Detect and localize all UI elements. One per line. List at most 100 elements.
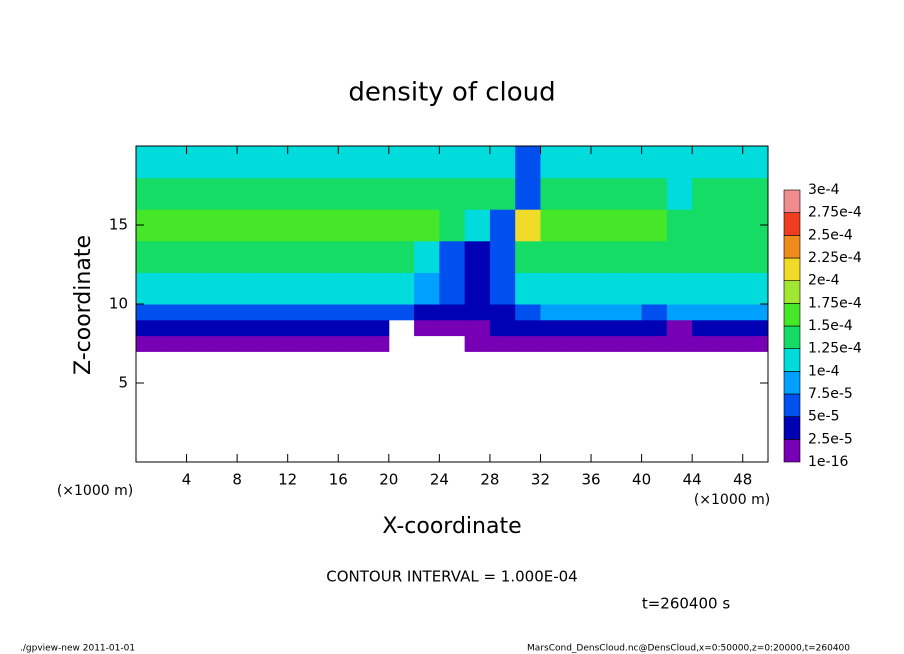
cell [186,240,213,273]
cell [565,209,592,242]
cell [186,272,213,305]
y-tick-label: 15 [109,216,128,234]
cell [717,209,744,242]
cell [161,319,188,337]
cell [616,304,643,321]
cell [489,335,516,352]
cell [363,177,390,210]
x-tick-label: 4 [182,471,192,489]
cell [186,335,213,352]
cell [489,304,516,321]
cell [338,335,365,352]
cell [338,304,365,321]
cell [565,319,592,337]
cell [591,209,617,242]
colorbar-box [783,189,801,213]
colorbar-box [783,371,801,395]
colorbar-box [783,393,801,417]
field [136,146,769,352]
cell [515,177,541,210]
cell [262,209,289,242]
cell [717,146,744,179]
cell [363,272,390,305]
cell [565,177,592,210]
cell [414,209,440,242]
x-tick-label: 40 [632,471,651,489]
cell [742,146,769,179]
cell [692,335,718,352]
cell [717,319,744,337]
x-tick-label: 16 [329,471,348,489]
cell [515,272,541,305]
cell [515,319,541,337]
colorbar-label: 2.75e-4 [808,205,862,221]
cell [464,146,491,179]
cell [312,177,339,210]
cell [641,272,668,305]
cell [363,335,390,352]
cell [464,240,491,273]
cell [641,177,668,210]
cell [237,304,263,321]
cell [161,272,188,305]
cell [616,177,643,210]
cell [616,240,643,273]
cell [717,240,744,273]
cell [464,272,491,305]
cell [161,177,188,210]
colorbar-label: 1.25e-4 [808,341,862,357]
colorbar-label: 2.5e-4 [808,227,853,243]
cell [616,335,643,352]
y-tick-label: 5 [118,374,128,392]
cell [742,319,769,337]
cell [186,146,213,179]
cell [388,209,415,242]
cell [515,209,541,242]
cell [515,146,541,179]
cell [186,304,213,321]
cell [262,335,289,352]
cell [237,209,263,242]
colorbar-box [783,235,801,259]
cell [262,177,289,210]
cell [414,177,440,210]
cell [136,240,162,273]
cell [641,146,668,179]
colorbar-label: 1e-16 [808,454,848,470]
cell [262,240,289,273]
cell [540,240,567,273]
cell [565,146,592,179]
time-label: t=260400 s [642,595,730,613]
x-tick-label: 28 [480,471,499,489]
cell [414,146,440,179]
cell [591,240,617,273]
cell [515,304,541,321]
cell [338,177,365,210]
cell [692,304,718,321]
cell [641,209,668,242]
contour-interval: CONTOUR INTERVAL = 1.000E-04 [326,568,577,586]
cell [312,335,339,352]
cell [489,240,516,273]
cell [211,335,238,352]
cell [287,272,314,305]
cell [464,319,491,337]
cell [363,146,390,179]
cell [565,240,592,273]
y-axis-label: Z-coordinate [71,235,96,375]
cell [666,240,693,273]
cell [489,319,516,337]
cell [666,272,693,305]
colorbar-box [783,303,801,327]
colorbar-label: 2.5e-5 [808,431,853,447]
cell [717,335,744,352]
cell [742,177,769,210]
cell [439,240,466,273]
cell [287,304,314,321]
cell [237,146,263,179]
cell [237,272,263,305]
cell [338,240,365,273]
colorbar-box [783,280,801,304]
cell [641,304,668,321]
